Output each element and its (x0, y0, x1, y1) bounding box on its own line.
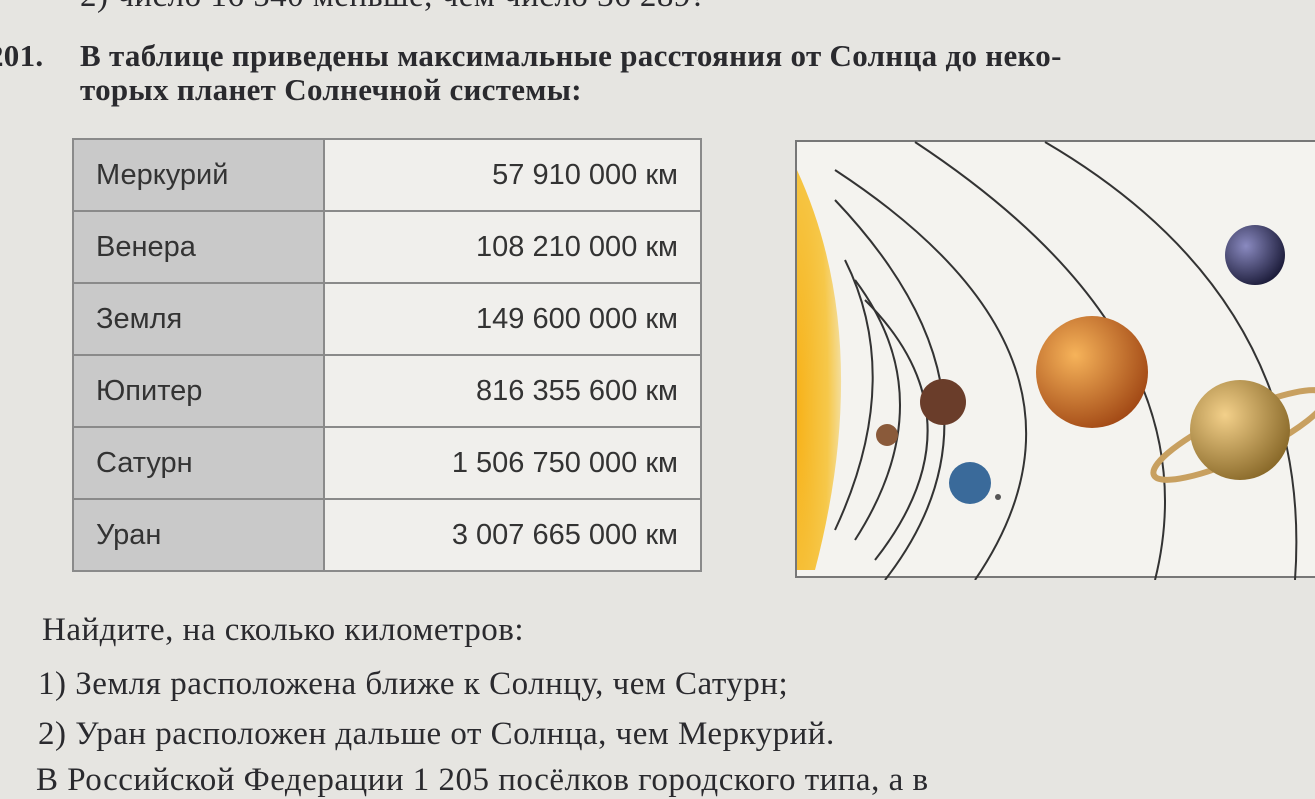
solar-system-illustration (795, 140, 1315, 580)
distance: 1 506 750 000 км (323, 426, 702, 500)
planet-name: Уран (72, 498, 325, 572)
distance: 108 210 000 км (323, 210, 702, 284)
distance: 149 600 000 км (323, 282, 702, 356)
problem-number: 201. (0, 38, 44, 73)
question: 1) Земля расположена ближе к Солнцу, чем… (38, 666, 789, 702)
previous-line: 2) число 16 540 меньше, чем число 36 289… (80, 0, 706, 15)
distance: 816 355 600 км (323, 354, 702, 428)
table-row: Юпитер 816 355 600 км (72, 354, 702, 428)
question: 2) Уран расположен дальше от Солнца, чем… (38, 716, 835, 752)
question-intro: Найдите, на сколько километров: (42, 612, 525, 648)
planet-name: Меркурий (72, 138, 325, 212)
next-line: В Российской Федерации 1 205 посёлков го… (36, 762, 929, 798)
table-row: Меркурий 57 910 000 км (72, 138, 702, 212)
problem-text: В таблице приведены максимальные расстоя… (80, 38, 1062, 73)
table-row: Уран 3 007 665 000 км (72, 498, 702, 572)
planet-name: Сатурн (72, 426, 325, 500)
planet-name: Земля (72, 282, 325, 356)
table-row: Сатурн 1 506 750 000 км (72, 426, 702, 500)
planet-name: Венера (72, 210, 325, 284)
problem-text: торых планет Солнечной системы: (80, 72, 582, 107)
table-row: Земля 149 600 000 км (72, 282, 702, 356)
table-row: Венера 108 210 000 км (72, 210, 702, 284)
distance: 57 910 000 км (323, 138, 702, 212)
planet-name: Юпитер (72, 354, 325, 428)
distance-table: Меркурий 57 910 000 км Венера 108 210 000 к… (72, 138, 702, 572)
distance: 3 007 665 000 км (323, 498, 702, 572)
